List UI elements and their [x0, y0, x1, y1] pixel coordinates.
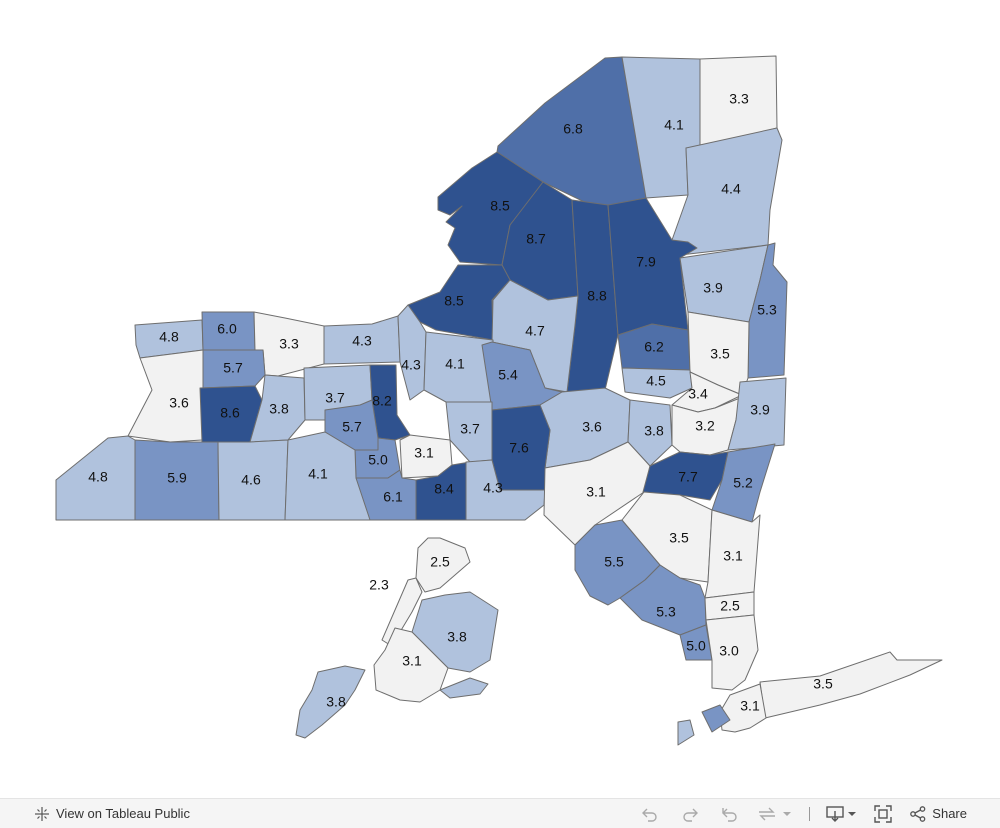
- toolbar-separator: [809, 806, 811, 821]
- county-value-label: 6.2: [644, 339, 664, 355]
- county-value-label: 5.3: [757, 302, 777, 318]
- county-value-label: 3.5: [669, 530, 689, 546]
- redo-icon[interactable]: [677, 799, 703, 828]
- county-c61[interactable]: [373, 627, 449, 703]
- county-c33[interactable]: [627, 399, 673, 467]
- county-value-label: 4.4: [721, 181, 741, 197]
- county-value-label: 8.6: [220, 405, 240, 421]
- county-value-label: 5.7: [342, 419, 362, 435]
- county-value-label: 4.8: [88, 469, 108, 485]
- county-choropleth-map: 3.3 6.8 4.1 4.4 8.5 8.7 8.8 7.9 3.9 5.3 8.5 4.7 6.2 3…: [55, 55, 943, 746]
- county-value-label: 4.6: [241, 472, 261, 488]
- county-value-label: 4.7: [525, 323, 545, 339]
- county-value-label: 5.4: [498, 367, 518, 383]
- revert-icon[interactable]: [717, 799, 743, 828]
- county-value-label: 8.2: [372, 393, 392, 409]
- county-c57b: [701, 704, 731, 733]
- county-value-label: 2.5: [720, 598, 740, 614]
- view-on-tableau-public-label: View on Tableau Public: [56, 806, 190, 821]
- county-value-label: 4.3: [401, 357, 421, 373]
- county-value-label: 3.8: [447, 629, 467, 645]
- county-c62[interactable]: [295, 665, 366, 739]
- county-value-label: 3.5: [710, 346, 730, 362]
- county-value-label: 4.1: [308, 466, 328, 482]
- county-value-label: 8.5: [444, 293, 464, 309]
- tableau-logo-icon: [35, 806, 49, 821]
- tableau-toolbar: View on Tableau Public Share: [0, 798, 1000, 828]
- share-label: Share: [932, 806, 967, 821]
- county-value-label: 3.1: [414, 445, 434, 461]
- county-value-label: 5.0: [368, 452, 388, 468]
- county-value-label: 3.1: [723, 548, 743, 564]
- county-value-label: 3.9: [750, 402, 770, 418]
- county-value-label: 3.1: [740, 698, 760, 714]
- county-value-label: 6.8: [563, 121, 583, 137]
- county-value-label: 8.4: [434, 481, 454, 497]
- county-value-label: 7.6: [509, 440, 529, 456]
- county-value-label: 3.9: [703, 280, 723, 296]
- county-c43[interactable]: [355, 469, 417, 521]
- county-value-label: 3.4: [688, 386, 708, 402]
- county-c25[interactable]: [127, 349, 204, 443]
- county-c22[interactable]: [621, 367, 693, 399]
- county-value-label: 3.3: [729, 91, 749, 107]
- county-c59[interactable]: [415, 537, 471, 593]
- county-value-label: 3.7: [325, 390, 345, 406]
- county-value-label: 3.6: [169, 395, 189, 411]
- county-value-label: 3.1: [402, 653, 422, 669]
- county-value-label: 4.8: [159, 329, 179, 345]
- fullscreen-icon[interactable]: [872, 799, 894, 828]
- county-c11[interactable]: [407, 264, 511, 341]
- county-value-label: 5.7: [223, 360, 243, 376]
- county-value-label: 4.1: [445, 356, 465, 372]
- county-value-label: 5.9: [167, 470, 187, 486]
- county-c61b: [439, 677, 489, 699]
- county-c52[interactable]: [619, 564, 707, 636]
- county-c57c: [677, 719, 695, 746]
- county-c56[interactable]: [759, 651, 943, 719]
- county-value-label: 3.8: [269, 401, 289, 417]
- county-value-label: 3.3: [279, 336, 299, 352]
- county-value-label: 8.5: [490, 198, 510, 214]
- county-value-label: 5.0: [686, 638, 706, 654]
- toolbar-actions: Share: [637, 799, 1000, 828]
- county-c55[interactable]: [705, 614, 759, 691]
- county-value-label: 2.5: [430, 554, 450, 570]
- county-value-label: 4.5: [646, 373, 666, 389]
- county-value-label: 6.0: [217, 321, 237, 337]
- county-c10[interactable]: [747, 242, 788, 379]
- county-value-label: 2.3: [369, 577, 389, 593]
- download-icon[interactable]: [824, 799, 860, 828]
- county-value-label: 7.7: [678, 469, 698, 485]
- county-value-label: 3.0: [719, 643, 739, 659]
- county-value-label: 4.3: [483, 480, 503, 496]
- view-on-tableau-public-link[interactable]: View on Tableau Public: [34, 806, 190, 822]
- county-value-label: 5.5: [604, 554, 624, 570]
- county-value-label: 3.8: [644, 423, 664, 439]
- county-value-labels: 3.3 6.8 4.1 4.4 8.5 8.7 8.8 7.9 3.9 5.3 8.5 4.7 6.2 3…: [88, 91, 833, 714]
- undo-icon[interactable]: [637, 799, 663, 828]
- county-value-label: 3.8: [326, 694, 346, 710]
- county-value-label: 3.5: [813, 676, 833, 692]
- county-value-label: 5.2: [733, 475, 753, 491]
- county-value-label: 4.3: [352, 333, 372, 349]
- county-value-label: 7.9: [636, 254, 656, 270]
- share-icon: [910, 805, 926, 822]
- county-value-label: 3.7: [460, 421, 480, 437]
- county-c05[interactable]: [437, 151, 544, 266]
- county-value-label: 5.3: [656, 604, 676, 620]
- county-value-label: 8.7: [526, 231, 546, 247]
- county-value-label: 8.8: [587, 288, 607, 304]
- county-value-label: 3.6: [582, 419, 602, 435]
- county-value-label: 4.1: [664, 117, 684, 133]
- county-value-label: 3.1: [586, 484, 606, 500]
- share-button[interactable]: Share: [910, 799, 967, 828]
- county-value-label: 3.2: [695, 418, 715, 434]
- county-value-label: 6.1: [383, 489, 403, 505]
- refresh-icon[interactable]: [755, 799, 795, 828]
